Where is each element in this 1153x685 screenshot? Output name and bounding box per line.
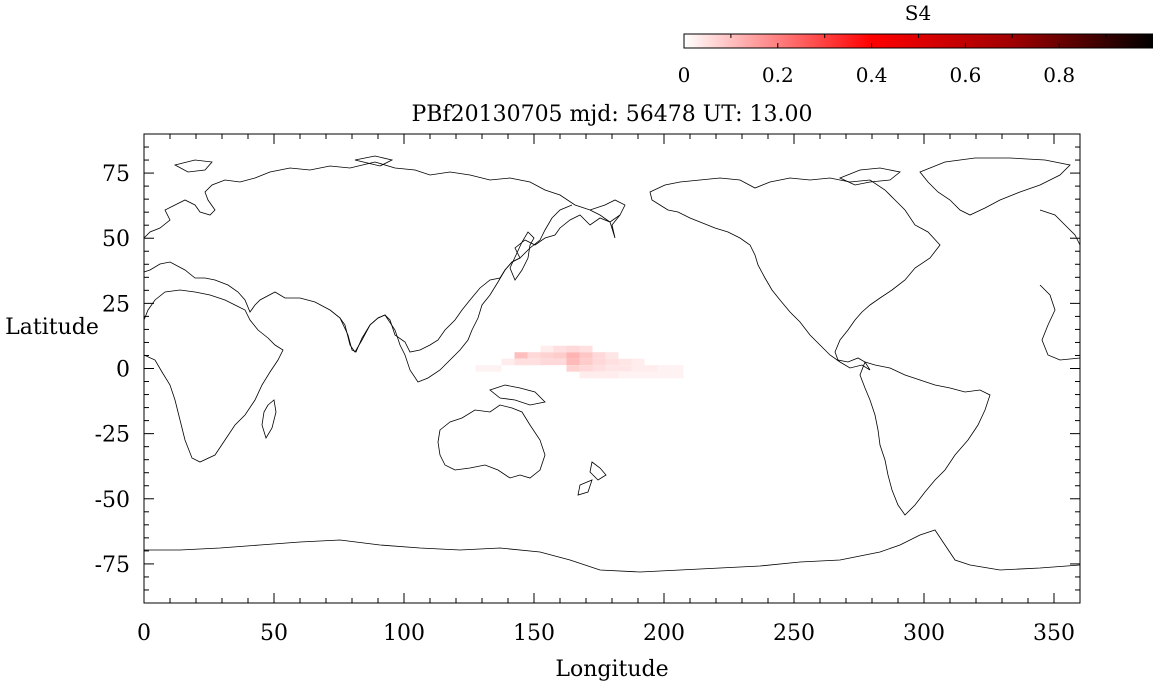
heat-cell [579, 371, 593, 379]
heat-cell [631, 365, 645, 372]
heat-cell [579, 365, 593, 372]
colorbar-tick-label: 0.8 [1043, 63, 1075, 87]
heat-cell [631, 358, 645, 366]
heat-cell [566, 345, 580, 353]
heat-cell [579, 358, 593, 366]
x-tick-label: 0 [137, 621, 151, 646]
s4-heat-cells [475, 345, 684, 379]
y-tick-label: 50 [102, 227, 130, 252]
heat-cell [631, 371, 645, 379]
x-tick-label: 200 [643, 621, 685, 646]
coastline-new-zealand [577, 461, 607, 496]
colorbar-ticks: 0 0.2 0.4 0.6 0.8 [678, 34, 1107, 87]
colorbar-tick-label: 0.4 [856, 63, 888, 87]
heat-cell [605, 365, 619, 372]
colorbar-tick-label: 0.6 [949, 63, 981, 87]
heat-cell [670, 365, 684, 372]
heat-cell [670, 371, 684, 379]
coastline-southasia [329, 309, 473, 383]
heat-cell [527, 352, 541, 359]
heat-cell [566, 365, 580, 372]
colorbar-tick-label: 0.2 [762, 63, 794, 87]
colorbar: S4 0 0.2 0.4 0.6 0.8 [678, 1, 1153, 87]
coastlines [143, 155, 1081, 573]
heat-cell [514, 352, 528, 359]
coastline-east-asia [471, 204, 573, 331]
coastline-australia [437, 404, 546, 479]
map-title: PBf20130705 mjd: 56478 UT: 13.00 [411, 102, 812, 127]
coastline-africa [143, 289, 284, 463]
heat-cell [527, 358, 541, 366]
colorbar-tick-label: 0 [678, 63, 691, 87]
heat-cell [566, 358, 580, 366]
heat-cell [592, 352, 606, 359]
coastline-greenland [919, 157, 1071, 216]
heat-cell [540, 352, 554, 359]
heat-cell [540, 358, 554, 366]
heat-cell [514, 358, 528, 366]
y-tick-label: 25 [102, 292, 130, 317]
x-tick-label: 350 [1033, 621, 1075, 646]
heat-cell [553, 345, 567, 353]
x-axis-label: Longitude [555, 657, 668, 682]
heat-cell [488, 365, 502, 372]
heat-cell [644, 371, 658, 379]
heat-cell [553, 352, 567, 359]
heat-cell [592, 358, 606, 366]
y-tick-label: -25 [95, 423, 130, 448]
coastline-north-america [649, 177, 941, 371]
heat-cell [540, 345, 554, 353]
heat-cell [592, 371, 606, 379]
x-tick-label: 150 [513, 621, 555, 646]
heat-cell [579, 345, 593, 353]
x-tick-label: 100 [383, 621, 425, 646]
heat-cell [592, 365, 606, 372]
coastline-europe-africa [143, 161, 626, 353]
x-tick-label: 250 [773, 621, 815, 646]
heat-cell [605, 358, 619, 366]
y-tick-label: 0 [116, 358, 130, 383]
y-axis-label: Latitude [5, 315, 99, 340]
heat-cell [579, 352, 593, 359]
heat-cell [605, 352, 619, 359]
heat-cell [618, 358, 632, 366]
heat-cell [566, 352, 580, 359]
coastline-kamchatka [589, 209, 621, 239]
heat-cell [605, 371, 619, 379]
coastline-new-guinea [489, 384, 546, 406]
coastline-antarctica [144, 529, 1081, 573]
coastline-iberia-west [1039, 284, 1081, 361]
heat-cell [553, 358, 567, 366]
x-tick-label: 300 [903, 621, 945, 646]
coastline-japan [509, 231, 535, 281]
y-tick-label: 75 [102, 162, 130, 187]
heat-cell [475, 365, 489, 372]
heat-cell [618, 371, 632, 379]
y-tick-label: -50 [95, 488, 130, 513]
heat-cell [644, 365, 658, 372]
heat-cell [657, 365, 671, 372]
colorbar-label: S4 [905, 1, 931, 25]
y-tick-label: -75 [95, 553, 130, 578]
coastline-madagascar [261, 399, 277, 439]
coastline-south-america [859, 361, 991, 516]
coastline-arctic-islands [173, 155, 901, 186]
x-tick-label: 50 [260, 621, 288, 646]
heat-cell [618, 365, 632, 372]
heat-cell [657, 371, 671, 379]
heat-cell [501, 358, 515, 366]
